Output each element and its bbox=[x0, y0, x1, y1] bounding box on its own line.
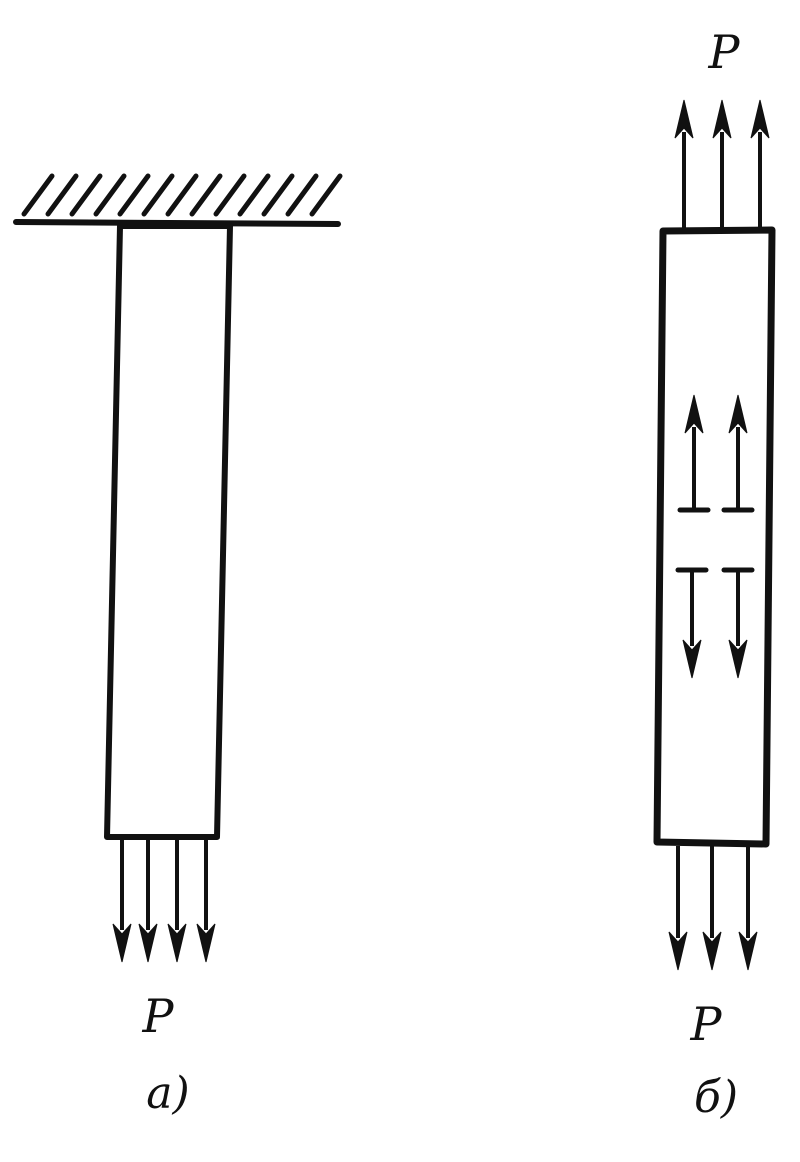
hatch-stroke bbox=[93, 173, 127, 217]
load-arrow-down bbox=[738, 846, 758, 971]
hatch-stroke bbox=[237, 173, 271, 217]
top-load-label-b: P bbox=[708, 25, 741, 79]
hatch-stroke bbox=[189, 173, 223, 217]
dislocation-symbol bbox=[677, 394, 711, 513]
figure-b: P P б) bbox=[653, 25, 776, 1123]
load-arrows-a bbox=[112, 840, 216, 963]
hatch-stroke bbox=[285, 173, 319, 217]
support-hatching bbox=[21, 173, 343, 217]
top-load-arrows-b bbox=[674, 99, 770, 228]
hatch-stroke bbox=[21, 173, 55, 217]
bar-a bbox=[104, 223, 233, 840]
dislocations bbox=[675, 394, 755, 679]
load-arrow-up bbox=[750, 99, 770, 228]
dislocation-symbol bbox=[675, 567, 709, 679]
dislocation-symbol bbox=[721, 567, 755, 679]
dislocation-arrow-down bbox=[682, 570, 702, 679]
load-arrow-up bbox=[674, 99, 694, 228]
load-arrow-down bbox=[668, 846, 688, 971]
dislocation-symbol bbox=[721, 394, 755, 513]
load-arrow-down bbox=[167, 840, 187, 963]
load-arrow-down bbox=[196, 840, 216, 963]
dislocation-arrow-down bbox=[728, 570, 748, 679]
hatch-stroke bbox=[141, 173, 175, 217]
load-arrow-up bbox=[712, 99, 732, 228]
hatch-stroke bbox=[117, 173, 151, 217]
figure-a: P а) bbox=[13, 173, 343, 1119]
bottom-load-label-b: P bbox=[690, 997, 723, 1051]
dislocation-arrow-up bbox=[684, 394, 704, 510]
hatch-stroke bbox=[69, 173, 103, 217]
hatch-stroke bbox=[213, 173, 247, 217]
caption-a: а) bbox=[146, 1068, 189, 1119]
load-arrow-down bbox=[702, 846, 722, 971]
caption-b: б) bbox=[694, 1072, 738, 1123]
bar-b bbox=[653, 226, 776, 848]
hatch-stroke bbox=[261, 173, 295, 217]
load-label-a: P bbox=[142, 989, 175, 1043]
fixed-support bbox=[13, 173, 343, 227]
load-arrow-down bbox=[112, 840, 132, 963]
dislocation-arrow-up bbox=[728, 394, 748, 510]
hatch-stroke bbox=[165, 173, 199, 217]
hatch-stroke bbox=[309, 173, 343, 217]
load-arrow-down bbox=[138, 840, 158, 963]
hatch-stroke bbox=[45, 173, 79, 217]
bottom-load-arrows-b bbox=[668, 846, 758, 971]
